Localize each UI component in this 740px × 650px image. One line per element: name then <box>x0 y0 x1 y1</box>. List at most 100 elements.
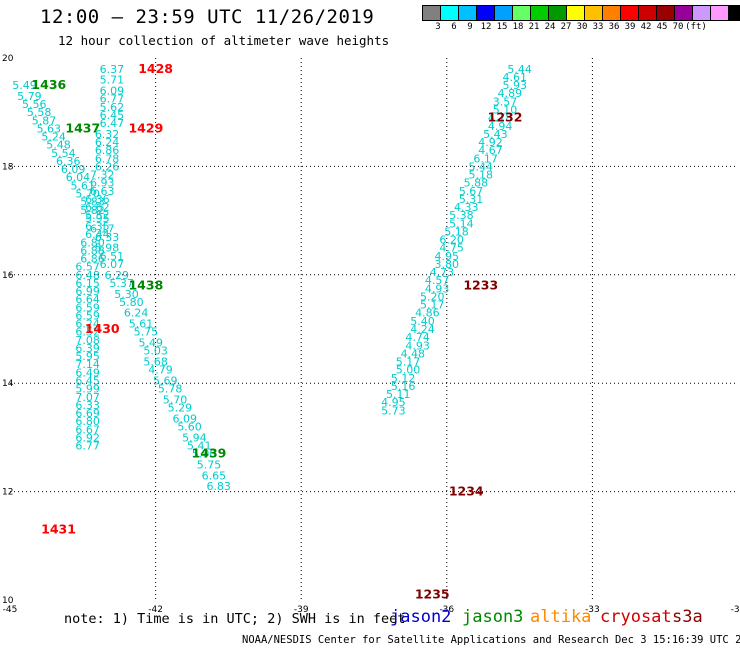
wave-height-value: 5.88 <box>464 177 489 190</box>
pass-time-label: 1233 <box>463 278 498 293</box>
chart-subtitle: 12 hour collection of altimeter wave hei… <box>58 33 390 48</box>
wave-height-value: 4.89 <box>498 87 523 100</box>
wave-height-value: 4.48 <box>401 347 426 360</box>
wave-height-value: 4.86 <box>415 307 440 320</box>
wave-height-value: 5.38 <box>449 209 474 222</box>
wave-height-value: 4.61 <box>502 71 527 84</box>
wave-height-value: 4.75 <box>439 242 464 255</box>
wave-height-value: 6.64 <box>75 293 100 306</box>
color-scale-label: 15 <box>496 22 508 32</box>
wave-height-value: 4.74 <box>405 331 430 344</box>
legend-jason3: jason3 <box>462 607 524 627</box>
wave-height-value: 6.59 <box>75 301 100 314</box>
wave-height-value: 6.15 <box>75 277 100 290</box>
wave-height-value: 5.95 <box>85 212 110 225</box>
wave-height-value: 4.24 <box>410 323 435 336</box>
x-tick-label: -33 <box>585 605 600 615</box>
wave-height-value: 5.18 <box>469 169 494 182</box>
y-tick-label: 10 <box>2 596 14 606</box>
wave-height-value: 5.49 <box>138 337 163 350</box>
wave-height-value: 5.79 <box>17 90 42 103</box>
wave-height-value: 6.45 <box>75 374 100 387</box>
wave-height-value: 6.92 <box>75 431 100 444</box>
wave-height-value: 5.62 <box>100 101 125 114</box>
wave-height-value: 5.12 <box>391 372 416 385</box>
color-scale-label: 42 <box>640 22 652 32</box>
pass-time-label: 1234 <box>449 484 484 499</box>
wave-height-value: 6.24 <box>75 318 100 331</box>
wave-height-value: 4.79 <box>148 364 173 377</box>
wave-height-value: 5.60 <box>177 421 202 434</box>
wave-height-value: 6.20 <box>439 234 464 247</box>
wave-height-value: 6.62 <box>85 201 110 214</box>
y-tick-label: 12 <box>2 488 13 498</box>
wave-height-value: 6.09 <box>172 412 197 425</box>
wave-height-value: 6.49 <box>75 366 100 379</box>
wave-height-value: 6.17 <box>473 152 498 165</box>
wave-height-value: 5.49 <box>12 79 37 92</box>
wave-height-value: 5.14 <box>449 217 474 230</box>
pass-time-label: 1437 <box>65 120 100 135</box>
wave-height-value: 6.32 <box>95 128 120 141</box>
wave-height-value: 6.67 <box>75 423 100 436</box>
wave-height-value: 6.24 <box>124 307 149 320</box>
wave-height-value: 5.44 <box>469 160 494 173</box>
wave-height-value: 4.93 <box>405 339 430 352</box>
wave-height-value: 6.04 <box>66 171 91 184</box>
wave-height-value: 6.09 <box>100 85 125 98</box>
wave-height-value: 5.98 <box>95 242 120 255</box>
wave-height-value: 4.95 <box>435 250 460 263</box>
wave-height-value: 5.63 <box>37 122 62 135</box>
wave-height-value: 5.95 <box>75 350 100 363</box>
wave-height-value: 5.00 <box>396 364 421 377</box>
wave-height-value: 6.33 <box>75 399 100 412</box>
y-tick-label: 16 <box>2 271 14 281</box>
wave-height-value: 6.07 <box>100 258 125 271</box>
wave-height-value: 5.73 <box>381 404 406 417</box>
legend-s3a: s3a <box>672 607 703 627</box>
wave-height-value: 6.65 <box>202 469 227 482</box>
wave-height-value: 5.52 <box>85 209 110 222</box>
wave-height-value: 5.29 <box>168 402 193 415</box>
wave-height-value: 5.16 <box>391 380 416 393</box>
wave-height-value: 6.35 <box>85 220 110 233</box>
pass-time-label: 1430 <box>85 321 120 336</box>
wave-height-value: 7.32 <box>90 169 115 182</box>
wave-height-value: 6.77 <box>75 440 100 453</box>
wave-height-value: 7.07 <box>75 391 100 404</box>
wave-height-value: 4.67 <box>478 144 503 157</box>
color-scale-bar <box>422 5 740 21</box>
wave-height-value: 4.57 <box>425 274 450 287</box>
wave-height-value: 6.17 <box>90 223 115 236</box>
wave-height-value: 6.24 <box>95 136 120 149</box>
wave-height-value: 4.92 <box>478 136 503 149</box>
wave-height-value: 5.54 <box>51 147 76 160</box>
wave-height-value: 5.61 <box>129 318 154 331</box>
wave-height-value: 5.87 <box>32 114 57 127</box>
color-scale-label: 24 <box>544 22 556 32</box>
color-scale-label: 39 <box>624 22 636 32</box>
color-scale-label: 30 <box>576 22 588 32</box>
wave-height-value: 4.95 <box>381 396 406 409</box>
x-tick-label: -42 <box>148 605 163 615</box>
pass-time-label: 1439 <box>192 446 227 461</box>
wave-height-value: 5.37 <box>109 277 134 290</box>
wave-height-value: 6.47 <box>100 117 125 130</box>
wave-height-value: 5.93 <box>502 79 527 92</box>
color-scale-label: 3 <box>435 22 441 32</box>
color-scale-label: 12 <box>480 22 492 32</box>
wave-height-value: 6.37 <box>100 63 125 76</box>
wave-height-value: 6.39 <box>75 342 100 355</box>
wave-height-value: 4.94 <box>488 120 513 133</box>
pass-time-label: 1438 <box>128 278 163 293</box>
x-tick-label: -45 <box>3 605 18 615</box>
wave-height-value: 6.63 <box>90 185 115 198</box>
color-scale-label: 6 <box>451 22 457 32</box>
wave-height-value: 5.20 <box>420 290 445 303</box>
legend-cryosat: cryosat <box>600 607 672 627</box>
pass-time-label: 1428 <box>138 61 173 76</box>
footer-note: note: 1) Time is in UTC; 2) SWH is in fe… <box>64 611 406 627</box>
wave-height-value: 5.40 <box>410 315 435 328</box>
color-scale-label: 70 <box>672 22 684 32</box>
